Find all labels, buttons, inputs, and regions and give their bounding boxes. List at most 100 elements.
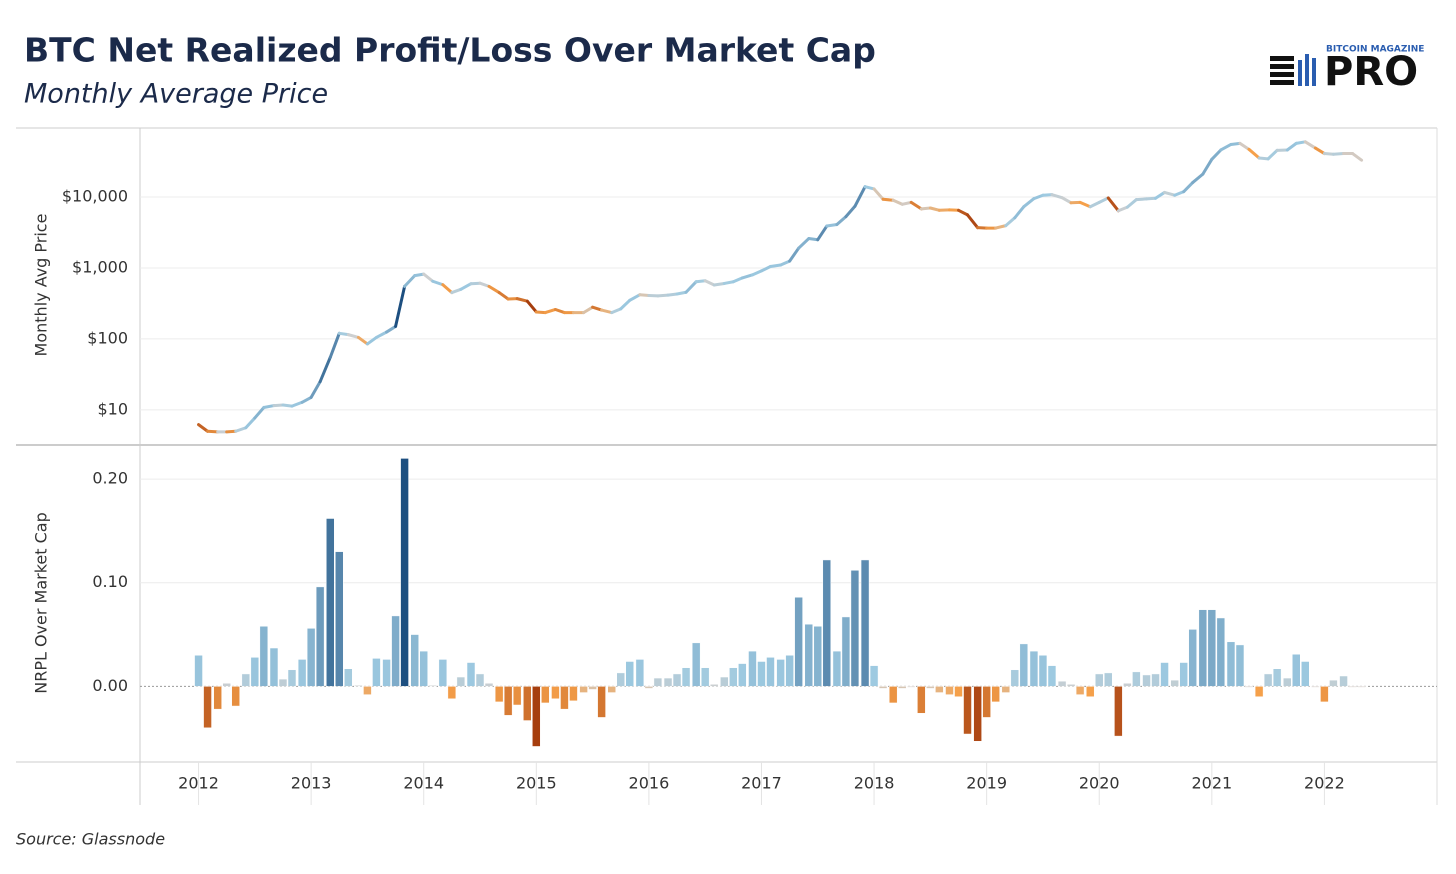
bar — [700, 667, 710, 687]
price-line-segment — [1285, 141, 1298, 152]
bar — [354, 685, 363, 687]
bar — [1010, 669, 1020, 687]
price-line-segment — [515, 297, 529, 303]
bar — [447, 686, 457, 700]
bar — [326, 518, 335, 687]
bar — [766, 657, 775, 687]
price-line-segment — [272, 403, 285, 408]
bar — [400, 458, 409, 687]
price-line-segment — [441, 283, 454, 295]
bar — [1029, 650, 1039, 687]
price-line-segment — [206, 429, 220, 434]
price-line-segment — [835, 215, 848, 226]
bar — [203, 686, 212, 729]
price-line-segment — [281, 403, 294, 408]
bar — [1038, 655, 1048, 687]
bar — [1254, 686, 1264, 697]
price-line-segment — [1257, 156, 1270, 161]
price-line-segment — [244, 416, 257, 430]
source-note: Source: Glassnode — [16, 830, 165, 849]
price-line-segment — [1247, 147, 1261, 160]
bar — [579, 686, 588, 693]
bar — [813, 626, 823, 687]
price-line-segment — [497, 291, 510, 301]
price-line-segment — [703, 279, 716, 287]
price-line-segment — [582, 305, 595, 315]
bar — [1019, 643, 1029, 687]
bar — [1001, 686, 1011, 693]
bar — [738, 663, 747, 687]
x-tick-label: 2021 — [1191, 774, 1232, 793]
price-line-segment — [300, 395, 313, 404]
y-tick-label: $100 — [87, 328, 128, 347]
price-line-segment — [469, 281, 482, 286]
price-line-segment — [957, 208, 970, 217]
price-line-segment — [459, 282, 473, 291]
price-line-segment — [1229, 141, 1242, 146]
bar — [607, 686, 616, 693]
bar — [729, 667, 738, 687]
bar — [250, 657, 260, 687]
price-line-segment — [394, 284, 407, 328]
bar — [1075, 686, 1085, 695]
price-line-segment — [1191, 172, 1205, 185]
bar — [822, 559, 832, 687]
x-tick-label: 2019 — [966, 774, 1007, 793]
price-line-segment — [881, 197, 895, 202]
price-line-segment — [478, 281, 491, 288]
price-line-segment — [722, 280, 735, 285]
price-line-segment — [1106, 196, 1120, 213]
price-line-segment — [1078, 200, 1092, 209]
bar — [588, 686, 597, 690]
bar — [410, 634, 419, 687]
bar — [1142, 674, 1151, 687]
price-line-segment — [365, 335, 378, 346]
bar — [512, 686, 522, 706]
logo-top: BITCOIN MAGAZINE — [1326, 45, 1424, 55]
price-line-segment — [759, 264, 772, 273]
price-line-segment — [1266, 148, 1279, 161]
price-line-segment — [1238, 141, 1251, 151]
bar — [382, 659, 391, 687]
x-tick-label: 2012 — [178, 774, 219, 793]
price-line-segment — [262, 404, 276, 410]
bar — [653, 677, 663, 687]
bar — [804, 623, 814, 687]
bar — [635, 659, 645, 687]
chart-title: BTC Net Realized Profit/Loss Over Market… — [24, 31, 876, 70]
bar — [616, 672, 625, 687]
bar — [315, 586, 325, 687]
bar — [1320, 686, 1329, 703]
bar — [1216, 617, 1226, 687]
bar — [1047, 665, 1057, 687]
bar — [597, 686, 606, 718]
bar — [991, 686, 1000, 703]
bar — [785, 655, 794, 687]
logo-candle — [1312, 58, 1316, 86]
bar — [625, 661, 634, 687]
price-line-segment — [450, 287, 463, 295]
price-line-segment — [1125, 198, 1138, 209]
bar — [541, 686, 550, 704]
bar — [1132, 671, 1141, 687]
price-line-segment — [337, 331, 350, 337]
bar — [906, 686, 916, 688]
price-line-segment — [712, 281, 726, 287]
price-line-segment — [197, 423, 210, 433]
price-line-segment — [1331, 152, 1346, 156]
bar — [1357, 686, 1366, 688]
price-line-segment — [919, 206, 932, 211]
bar — [241, 673, 251, 687]
bar — [287, 669, 297, 687]
bar — [963, 686, 972, 735]
bar — [438, 659, 448, 687]
x-tick-label: 2022 — [1304, 774, 1345, 793]
bar — [1301, 661, 1310, 687]
price-line-segment — [525, 299, 538, 314]
bar — [363, 686, 372, 695]
bar — [850, 570, 860, 687]
price-line-segment — [1060, 196, 1073, 205]
price-line-segment — [234, 426, 248, 433]
price-line-segment — [788, 246, 801, 263]
